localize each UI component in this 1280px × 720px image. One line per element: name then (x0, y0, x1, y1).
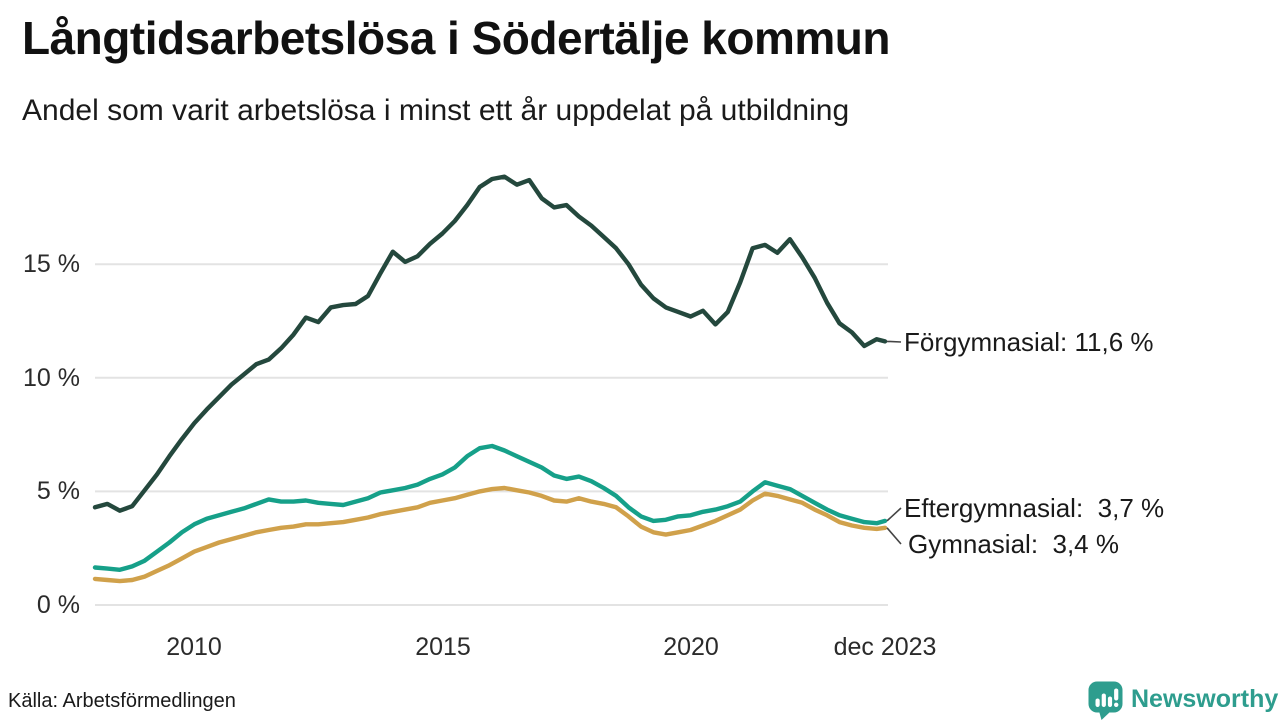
series-end-label-forgymnasial: Förgymnasial: 11,6 % (904, 327, 1154, 357)
y-tick-label-5: 5 % (36, 477, 80, 505)
y-tick-label-10: 10 % (23, 364, 80, 392)
newsworthy-wordmark: Newsworthy (1131, 685, 1279, 713)
y-tick-label-0: 0 % (36, 591, 80, 619)
x-tick-label-2015: 2015 (415, 633, 471, 661)
series-line-förgymnasial (92, 174, 888, 513)
label-connector-förgymnasial (886, 340, 902, 343)
x-tick-label-2020: 2020 (663, 633, 719, 661)
page-title: Långtidsarbetslösa i Södertälje kommun (22, 12, 890, 64)
newsworthy-logo-icon (1088, 681, 1123, 720)
label-connector-eftergymnasial (886, 507, 902, 522)
page-subtitle: Andel som varit arbetslösa i minst ett å… (22, 94, 850, 127)
series-end-label-eftergymnasial: Eftergymnasial: 3,7 % (904, 493, 1165, 523)
label-connector-gymnasial (886, 527, 902, 545)
series-line-gymnasial (92, 485, 888, 584)
source-note: Källa: Arbetsförmedlingen (8, 690, 236, 712)
newsworthy-logo: Newsworthy (1087, 680, 1278, 720)
series-line-eftergymnasial (92, 443, 888, 572)
y-tick-label-15: 15 % (23, 250, 80, 278)
x-tick-label-2010: 2010 (166, 633, 222, 661)
x-tick-label-dec-2023: dec 2023 (833, 633, 937, 661)
series-end-label-gymnasial: Gymnasial: 3,4 % (908, 529, 1119, 559)
